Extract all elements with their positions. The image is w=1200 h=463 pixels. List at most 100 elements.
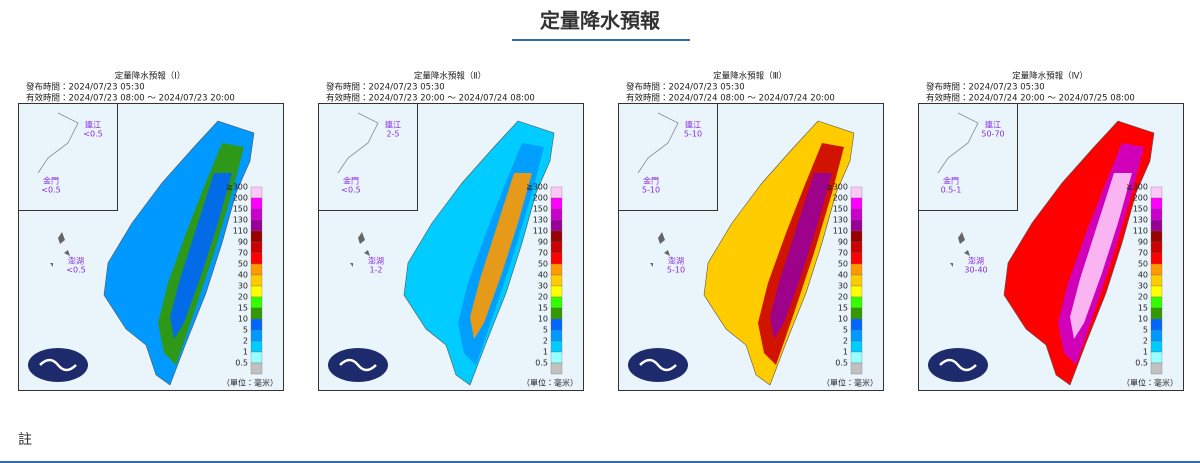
matsu-value: 5-10 <box>684 130 702 139</box>
legend-swatch <box>550 307 563 320</box>
legend-label: 2 <box>843 337 848 346</box>
forecast-panel: 定量降水預報（Ⅳ）發布時間：2024/07/23 05:30有效時間：2024/… <box>918 71 1184 391</box>
matsu-value: 50-70 <box>981 130 1004 139</box>
legend-label: 10 <box>238 315 248 324</box>
rain-core <box>1070 173 1132 339</box>
legend-label: 5 <box>543 326 548 335</box>
title-underline <box>512 39 690 41</box>
agency-logo-mark <box>939 358 977 372</box>
kinmen-name: 金門 <box>43 176 59 186</box>
legend-swatch <box>850 219 863 232</box>
legend-swatch <box>250 197 263 210</box>
legend-swatch <box>250 252 263 265</box>
legend-swatch <box>250 340 263 353</box>
penghu-islands <box>50 232 70 267</box>
legend-label: 10 <box>538 315 548 324</box>
legend-swatch <box>250 208 263 221</box>
legend-swatch <box>550 351 563 364</box>
legend-label: 0.5 <box>535 359 548 368</box>
penghu-islands <box>950 232 970 267</box>
rainfall-map: 連江50-70金門0.5-1澎湖30-40≧300200150130110907… <box>918 103 1184 391</box>
forecast-panel: 定量降水預報（Ⅱ）發布時間：2024/07/23 05:30有效時間：2024/… <box>318 71 584 391</box>
legend-unit: （單位：毫米） <box>1122 378 1178 388</box>
legend-label: 5 <box>1143 326 1148 335</box>
legend-label: 50 <box>238 260 248 269</box>
legend-swatch <box>850 351 863 364</box>
kinmen-value: 0.5-1 <box>941 186 962 195</box>
legend-swatch <box>550 296 563 309</box>
legend-swatch <box>550 252 563 265</box>
legend-swatch <box>550 340 563 353</box>
inset-coast <box>37 112 79 174</box>
legend-label: 200 <box>833 194 848 203</box>
legend-swatch <box>1150 241 1163 254</box>
legend-swatch <box>1150 296 1163 309</box>
legend-swatch <box>550 186 563 199</box>
legend-label: 150 <box>533 205 548 214</box>
legend-swatch <box>850 274 863 287</box>
inset-coast <box>637 112 679 174</box>
legend-label: 40 <box>1138 271 1148 280</box>
legend-label: 70 <box>238 249 248 258</box>
legend-label: 110 <box>833 227 848 236</box>
legend-swatch <box>850 285 863 298</box>
legend-label: 15 <box>238 304 248 313</box>
legend-label: 90 <box>538 238 548 247</box>
legend-swatch <box>850 252 863 265</box>
legend-label: 40 <box>838 271 848 280</box>
legend-swatch <box>250 186 263 199</box>
inset-coast <box>337 112 379 174</box>
legend-swatch <box>550 197 563 210</box>
legend-swatch <box>250 285 263 298</box>
legend-label: 110 <box>533 227 548 236</box>
legend-label: 5 <box>243 326 248 335</box>
legend-label: 50 <box>538 260 548 269</box>
legend-swatch <box>1150 252 1163 265</box>
valid-time: 有效時間：2024/07/23 20:00 ～ 2024/07/24 08:00 <box>326 93 535 104</box>
legend-label: 1 <box>543 348 548 357</box>
rainfall-map: 連江2-5金門<0.5澎湖1-2≧30020015013011090705040… <box>318 103 584 391</box>
legend-label: 70 <box>1138 249 1148 258</box>
legend-label: 2 <box>1143 337 1148 346</box>
legend-label: 1 <box>1143 348 1148 357</box>
legend-unit: （單位：毫米） <box>522 378 578 388</box>
matsu-value: 2-5 <box>386 130 399 139</box>
penghu-value: 1-2 <box>369 266 382 275</box>
rain-core <box>470 173 532 339</box>
legend-swatch <box>250 329 263 342</box>
legend-label: 90 <box>238 238 248 247</box>
legend-label: 200 <box>1133 194 1148 203</box>
legend-swatch <box>550 274 563 287</box>
notes-heading: 註 <box>18 432 32 448</box>
legend-swatch <box>250 351 263 364</box>
legend-swatch <box>250 219 263 232</box>
legend-swatch <box>250 230 263 243</box>
legend-label: 15 <box>838 304 848 313</box>
legend-label: 20 <box>1138 293 1148 302</box>
panel-title: 定量降水預報（Ⅰ） <box>115 71 186 82</box>
kinmen-value: <0.5 <box>41 186 60 195</box>
legend-swatch <box>1150 274 1163 287</box>
forecast-panel: 定量降水預報（Ⅲ）發布時間：2024/07/23 05:30有效時間：2024/… <box>618 71 884 391</box>
legend-label: 130 <box>233 216 248 225</box>
legend-label: 150 <box>233 205 248 214</box>
legend-swatch <box>550 263 563 276</box>
legend-label: ≧300 <box>826 183 848 192</box>
kinmen-name: 金門 <box>943 176 959 186</box>
legend-label: 90 <box>1138 238 1148 247</box>
legend-swatch <box>1150 351 1163 364</box>
legend-swatch <box>550 362 563 375</box>
legend-swatch <box>550 241 563 254</box>
rainfall-map: 連江5-10金門5-10澎湖5-10≧300200150130110907050… <box>618 103 884 391</box>
legend-label: 50 <box>838 260 848 269</box>
legend-label: 130 <box>1133 216 1148 225</box>
legend-swatch <box>550 318 563 331</box>
legend-swatch <box>250 274 263 287</box>
legend-swatch <box>1150 219 1163 232</box>
legend-swatch <box>850 208 863 221</box>
panel-title: 定量降水預報（Ⅲ） <box>713 71 787 82</box>
legend-label: 20 <box>238 293 248 302</box>
rainfall-map: 連江<0.5金門<0.5澎湖<0.5≧300200150130110907050… <box>18 103 284 391</box>
panel-title: 定量降水預報（Ⅱ） <box>414 71 486 82</box>
